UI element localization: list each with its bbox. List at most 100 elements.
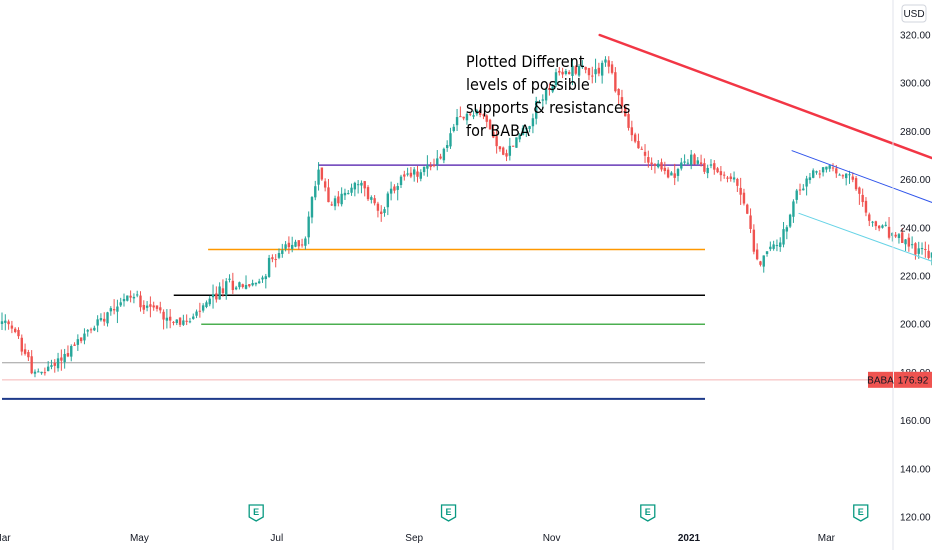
candle-body	[680, 162, 683, 169]
candle-body	[287, 242, 291, 248]
candle-body	[218, 286, 221, 300]
candle-body	[914, 243, 917, 255]
candle-body	[812, 170, 815, 178]
horizontal-levels	[2, 164, 893, 400]
candle-body	[877, 225, 881, 229]
candle-body	[726, 177, 729, 179]
candle-body	[742, 192, 746, 204]
candle-body	[445, 145, 449, 149]
candle-body	[33, 371, 37, 374]
candle-body	[129, 295, 132, 298]
y-tick-label: 280.00	[900, 127, 931, 138]
candle-body	[399, 176, 403, 186]
candle-body	[188, 321, 192, 323]
candle-body	[511, 145, 515, 147]
candle-body	[505, 153, 508, 157]
candle-body	[861, 194, 864, 203]
candle-body	[637, 140, 640, 149]
candle-body	[271, 257, 274, 260]
candle-body	[693, 154, 696, 165]
trend-line	[791, 150, 932, 203]
candle-body	[393, 186, 396, 191]
candle-body	[508, 145, 512, 156]
trend-lines	[598, 33, 932, 262]
candle-body	[317, 169, 320, 185]
candle-body	[112, 309, 116, 311]
candle-body	[310, 197, 314, 218]
trend-line	[798, 212, 932, 262]
candle-body	[472, 115, 475, 117]
candle-body	[159, 307, 162, 311]
candle-body	[356, 184, 360, 186]
candle-body	[436, 158, 439, 165]
candle-body	[297, 240, 300, 247]
candle-body	[841, 175, 845, 177]
candle-body	[165, 317, 169, 321]
y-tick-label: 140.00	[900, 464, 931, 475]
candle-body	[907, 237, 911, 247]
x-tick-label: Sep	[405, 533, 423, 544]
candle-body	[20, 337, 23, 352]
earnings-marker-label: E	[446, 507, 452, 517]
candle-body	[901, 232, 904, 243]
candle-body	[561, 71, 564, 75]
candle-body	[389, 188, 393, 194]
candle-body	[413, 169, 416, 175]
candle-body	[277, 253, 281, 258]
annotation-line: Plotted Different	[466, 52, 585, 71]
candle-body	[353, 182, 357, 190]
candle-body	[251, 283, 254, 286]
candle-body	[376, 203, 380, 211]
candle-body	[198, 310, 202, 312]
candle-body	[469, 113, 472, 115]
earnings-marker: E	[440, 504, 457, 522]
x-tick-label: May	[130, 533, 149, 544]
candle-body	[762, 255, 765, 267]
candle-body	[254, 282, 258, 285]
candle-body	[647, 157, 650, 163]
candle-body	[83, 333, 86, 341]
candle-body	[432, 165, 436, 167]
candle-body	[17, 329, 20, 337]
candle-body	[498, 146, 502, 150]
candle-body	[765, 251, 769, 254]
candle-body	[452, 126, 455, 131]
earnings-markers: EEEEEEE	[248, 504, 869, 522]
candle-body	[93, 327, 96, 331]
candle-body	[422, 166, 426, 173]
candle-body	[76, 339, 80, 345]
y-axis: 120.00140.00160.00180.00200.00220.00240.…	[867, 0, 932, 550]
candle-body	[323, 181, 327, 188]
candle-body	[653, 163, 657, 166]
candle-body	[182, 320, 185, 325]
candle-body	[732, 177, 736, 180]
candle-body	[719, 171, 723, 176]
candle-body	[261, 277, 264, 280]
y-tick-label: 320.00	[900, 31, 931, 42]
candle-body	[607, 60, 610, 67]
candle-body	[650, 162, 653, 165]
earnings-marker: E	[853, 504, 869, 522]
candle-body	[347, 193, 350, 195]
candle-body	[429, 165, 432, 167]
candle-body	[290, 244, 294, 249]
candle-body	[792, 201, 795, 217]
candle-body	[386, 193, 390, 208]
candle-body	[333, 198, 337, 207]
candle-body	[930, 252, 932, 258]
candle-body	[577, 66, 581, 76]
x-axis: MarMayJulSepNov2021MarMayJulSepNov2022Ma…	[0, 533, 836, 544]
earnings-marker: E	[640, 504, 656, 522]
candle-body	[666, 169, 670, 178]
x-tick-label: Mar	[0, 533, 11, 544]
candle-body	[10, 325, 14, 329]
candle-body	[53, 362, 56, 366]
earnings-marker-shape	[853, 504, 869, 522]
earnings-marker-label: E	[858, 507, 864, 517]
annotation-line: for BABA	[466, 121, 530, 140]
candle-body	[831, 167, 835, 169]
candle-body	[132, 296, 136, 299]
candle-body	[779, 242, 782, 247]
candle-body	[145, 305, 149, 308]
